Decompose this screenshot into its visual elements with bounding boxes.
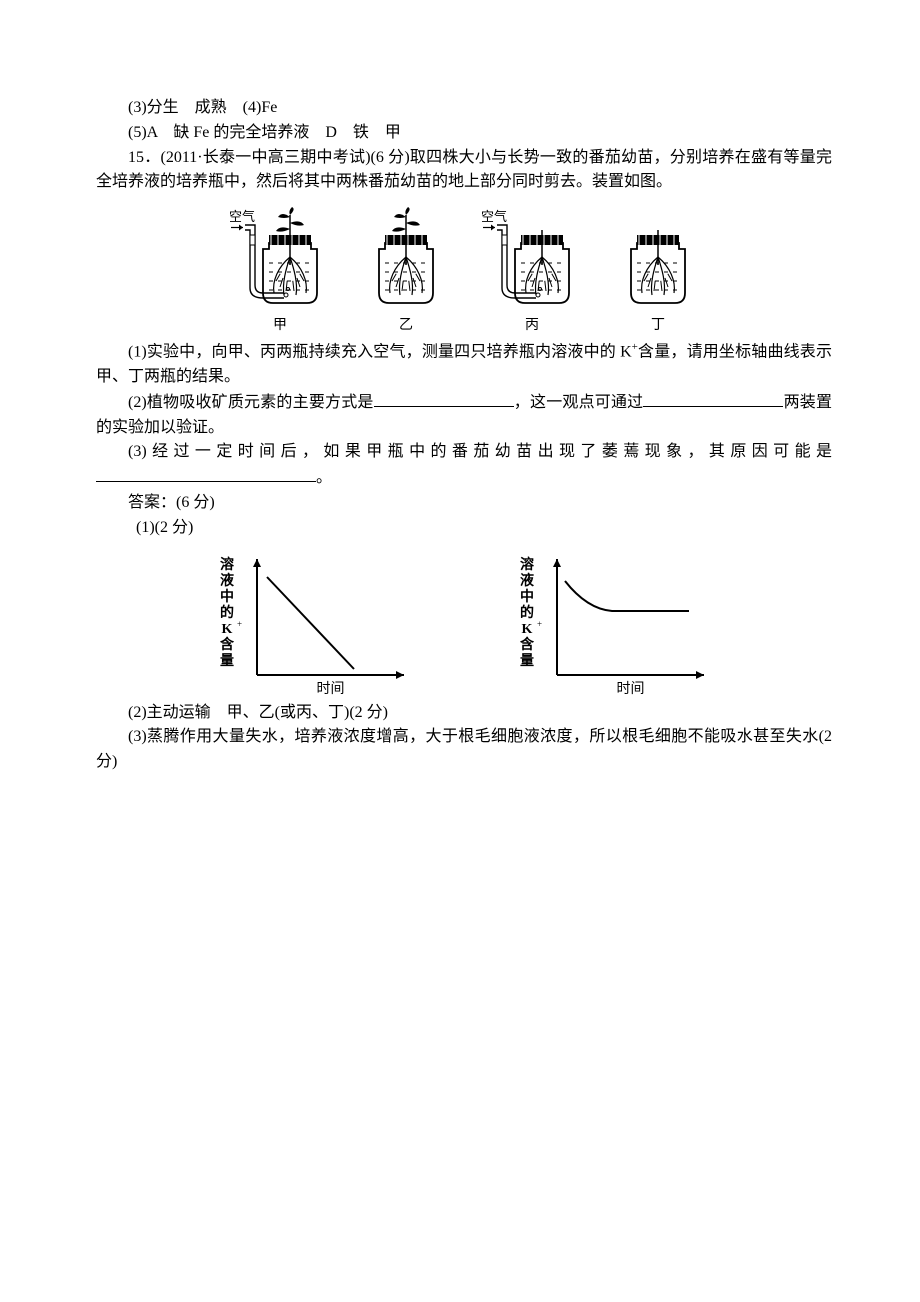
svg-text:空气: 空气 (230, 209, 255, 224)
q15-2-text-a: (2)植物吸收矿质元素的主要方式是 (128, 394, 374, 411)
jar-c-svg: 空气 (482, 203, 582, 313)
jar-d-svg (618, 203, 698, 313)
blank-3 (96, 465, 316, 482)
blank-2 (643, 390, 783, 407)
svg-text:量: 量 (220, 653, 234, 669)
svg-text:液: 液 (520, 572, 535, 589)
q15-3-period: 。 (316, 469, 332, 486)
chart-b-svg: 溶液中的K +含量时间 (509, 547, 719, 697)
chart-a: 溶液中的K +含量时间 (209, 547, 419, 697)
svg-text:中: 中 (520, 588, 534, 605)
answer-head: 答案：(6 分) (128, 491, 832, 516)
question-15-lead: 15．(2011·长泰一中高三期中考试)(6 分)取四株大小与长势一致的番茄幼苗… (96, 146, 832, 196)
jar-b-svg (366, 203, 446, 313)
answer-5: (5)A 缺 Fe 的完全培养液 D 铁 甲 (96, 121, 832, 146)
question-15-3: (3)经过一定时间后，如果甲瓶中的番茄幼苗出现了萎蔫现象，其原因可能是 (96, 440, 832, 465)
blank-1 (374, 390, 514, 407)
jar-a: 空气 甲 (230, 203, 330, 337)
svg-text:含: 含 (520, 636, 535, 653)
svg-text:+: + (537, 619, 542, 629)
jar-a-caption: 甲 (273, 315, 287, 337)
jar-b-caption: 乙 (399, 315, 413, 337)
q15-2-text-b: ，这一观点可通过 (514, 394, 644, 411)
answer-2: (2)主动运输 甲、乙(或丙、丁)(2 分) (96, 701, 832, 726)
question-15-2: (2)植物吸收矿质元素的主要方式是，这一观点可通过两装置的实验加以验证。 (96, 390, 832, 441)
svg-text:+: + (237, 619, 242, 629)
jar-diagram-row: 空气 甲 乙 空气 丙 丁 (96, 203, 832, 337)
svg-text:溶: 溶 (220, 556, 234, 573)
chart-b: 溶液中的K +含量时间 (509, 547, 719, 697)
svg-text:溶: 溶 (520, 556, 534, 573)
svg-text:液: 液 (220, 572, 235, 589)
question-15-3-end: 。 (96, 465, 832, 491)
svg-text:K: K (522, 622, 533, 637)
q15-1-text-a: (1)实验中，向甲、丙两瓶持续充入空气，测量四只培养瓶内溶液中的 K (128, 343, 632, 360)
svg-text:量: 量 (520, 653, 534, 669)
answer-charts-row: 溶液中的K+含量时间 溶液中的K+含量时间 (96, 547, 832, 697)
svg-text:的: 的 (520, 604, 534, 621)
svg-text:空气: 空气 (482, 209, 507, 224)
answer-1-head: (1)(2 分) (128, 516, 832, 541)
answer-3b: (3)蒸腾作用大量失水，培养液浓度增高，大于根毛细胞液浓度，所以根毛细胞不能吸水… (96, 725, 832, 775)
jar-c-caption: 丙 (525, 315, 539, 337)
question-15-1: (1)实验中，向甲、丙两瓶持续充入空气，测量四只培养瓶内溶液中的 K+含量，请用… (96, 339, 832, 390)
jar-d-caption: 丁 (651, 315, 665, 337)
jar-d: 丁 (618, 203, 698, 337)
svg-text:时间: 时间 (617, 681, 645, 697)
svg-text:K: K (222, 622, 233, 637)
jar-c: 空气 丙 (482, 203, 582, 337)
svg-text:的: 的 (220, 604, 234, 621)
jar-a-svg: 空气 (230, 203, 330, 313)
svg-text:时间: 时间 (317, 681, 345, 697)
answer-3-4: (3)分生 成熟 (4)Fe (96, 96, 832, 121)
chart-a-svg: 溶液中的K +含量时间 (209, 547, 419, 697)
jar-b: 乙 (366, 203, 446, 337)
svg-text:含: 含 (220, 636, 235, 653)
svg-text:中: 中 (220, 588, 234, 605)
